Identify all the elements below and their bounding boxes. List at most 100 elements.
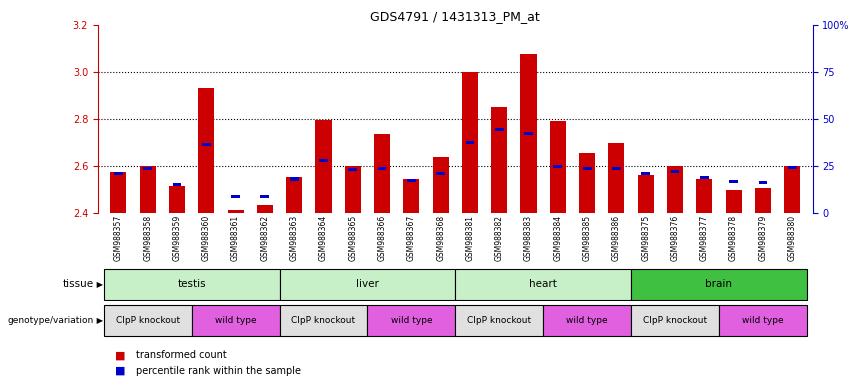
Text: GSM988357: GSM988357 [114, 215, 123, 261]
Bar [111, 172, 127, 213]
Text: GSM988368: GSM988368 [436, 215, 445, 261]
Text: GSM988362: GSM988362 [260, 215, 270, 261]
Bar [642, 172, 650, 175]
Text: wild type: wild type [742, 316, 784, 325]
Bar [432, 157, 448, 213]
Text: GSM988365: GSM988365 [348, 215, 357, 261]
Text: wild type: wild type [214, 316, 256, 325]
Text: wild type: wild type [566, 316, 608, 325]
Bar [257, 205, 273, 213]
Text: ▶: ▶ [94, 280, 103, 289]
FancyBboxPatch shape [455, 305, 543, 336]
Bar [579, 153, 595, 213]
Bar [348, 168, 357, 171]
FancyBboxPatch shape [279, 269, 455, 300]
Bar [316, 120, 332, 213]
Bar [608, 142, 625, 213]
Bar [755, 189, 771, 213]
Bar [612, 167, 621, 170]
Bar [140, 166, 156, 213]
Text: ■: ■ [115, 350, 125, 360]
Bar [260, 195, 269, 198]
Text: GSM988384: GSM988384 [553, 215, 563, 261]
Bar [637, 175, 654, 213]
Bar [168, 186, 185, 213]
Text: ■: ■ [115, 366, 125, 376]
Bar [726, 190, 742, 213]
Text: GSM988381: GSM988381 [465, 215, 475, 261]
Bar [143, 167, 152, 170]
Text: liver: liver [356, 279, 379, 289]
FancyBboxPatch shape [279, 305, 368, 336]
Text: wild type: wild type [391, 316, 432, 325]
Bar [289, 177, 299, 180]
Bar [378, 167, 386, 170]
Bar [403, 179, 420, 213]
FancyBboxPatch shape [191, 305, 279, 336]
Text: percentile rank within the sample: percentile rank within the sample [136, 366, 301, 376]
Bar [700, 176, 709, 179]
Text: transformed count: transformed count [136, 350, 227, 360]
Text: GSM988364: GSM988364 [319, 215, 328, 261]
Text: GSM988383: GSM988383 [524, 215, 533, 261]
Text: ClpP knockout: ClpP knockout [116, 316, 180, 325]
Text: GSM988377: GSM988377 [700, 215, 709, 261]
Bar [231, 195, 240, 198]
Text: GSM988360: GSM988360 [202, 215, 211, 261]
Text: GDS4791 / 1431313_PM_at: GDS4791 / 1431313_PM_at [370, 10, 540, 23]
Bar [671, 170, 679, 174]
Text: GSM988385: GSM988385 [583, 215, 591, 261]
Bar [345, 166, 361, 213]
Bar [202, 143, 211, 146]
Bar [583, 167, 591, 170]
Bar [114, 172, 123, 175]
Bar [784, 166, 800, 213]
Text: GSM988378: GSM988378 [729, 215, 738, 261]
Bar [729, 180, 738, 183]
Bar [667, 166, 683, 213]
Bar [553, 165, 563, 167]
FancyBboxPatch shape [104, 305, 191, 336]
Text: GSM988380: GSM988380 [788, 215, 797, 261]
Text: GSM988382: GSM988382 [494, 215, 504, 261]
Text: tissue: tissue [62, 279, 94, 289]
Bar [198, 88, 214, 213]
Bar [462, 72, 478, 213]
Bar [437, 172, 445, 175]
Bar [319, 159, 328, 162]
FancyBboxPatch shape [455, 269, 631, 300]
Text: GSM988379: GSM988379 [758, 215, 768, 261]
Bar [758, 181, 768, 184]
Text: heart: heart [529, 279, 557, 289]
Text: GSM988363: GSM988363 [289, 215, 299, 261]
FancyBboxPatch shape [543, 305, 631, 336]
FancyBboxPatch shape [631, 305, 719, 336]
Text: GSM988366: GSM988366 [378, 215, 386, 261]
Bar [521, 55, 537, 213]
Bar [491, 107, 507, 213]
Text: brain: brain [705, 279, 733, 289]
FancyBboxPatch shape [719, 305, 807, 336]
Bar [494, 128, 504, 131]
Text: genotype/variation: genotype/variation [8, 316, 94, 325]
FancyBboxPatch shape [104, 269, 279, 300]
Bar [374, 134, 390, 213]
Bar [407, 179, 416, 182]
Text: GSM988386: GSM988386 [612, 215, 621, 261]
Text: ▶: ▶ [94, 316, 103, 325]
Text: ClpP knockout: ClpP knockout [291, 316, 356, 325]
Bar [227, 210, 243, 213]
Text: testis: testis [177, 279, 206, 289]
Bar [286, 177, 302, 213]
FancyBboxPatch shape [368, 305, 455, 336]
Text: GSM988358: GSM988358 [143, 215, 152, 261]
Text: GSM988367: GSM988367 [407, 215, 416, 261]
Text: GSM988375: GSM988375 [641, 215, 650, 261]
Text: GSM988359: GSM988359 [173, 215, 181, 261]
Text: ClpP knockout: ClpP knockout [467, 316, 531, 325]
Bar [788, 166, 797, 169]
Bar [550, 121, 566, 213]
Text: GSM988376: GSM988376 [671, 215, 679, 261]
Text: GSM988361: GSM988361 [231, 215, 240, 261]
Bar [696, 179, 712, 213]
